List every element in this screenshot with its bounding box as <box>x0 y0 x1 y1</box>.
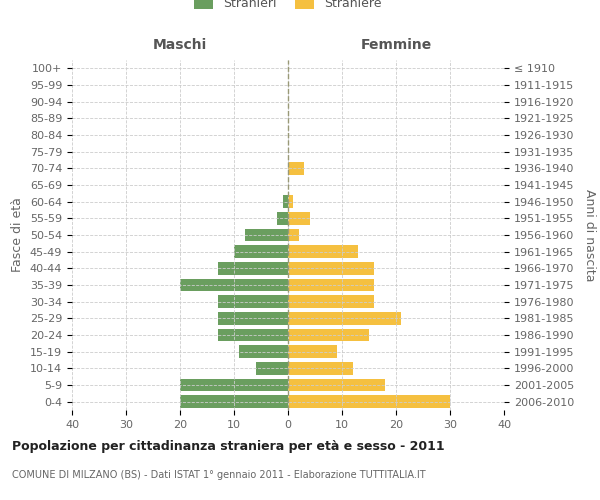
Bar <box>218 296 288 308</box>
Bar <box>288 312 401 324</box>
Bar <box>288 262 374 274</box>
Bar <box>218 312 288 324</box>
Bar <box>288 362 353 374</box>
Bar <box>218 329 288 341</box>
Text: Popolazione per cittadinanza straniera per età e sesso - 2011: Popolazione per cittadinanza straniera p… <box>12 440 445 453</box>
Bar <box>288 162 304 174</box>
Bar <box>288 279 374 291</box>
Bar <box>234 246 288 258</box>
Text: Maschi: Maschi <box>153 38 207 52</box>
Bar <box>288 296 374 308</box>
Legend: Stranieri, Straniere: Stranieri, Straniere <box>190 0 386 16</box>
Y-axis label: Anni di nascita: Anni di nascita <box>583 188 596 281</box>
Bar <box>180 396 288 408</box>
Bar <box>288 379 385 391</box>
Bar <box>288 212 310 224</box>
Bar <box>180 379 288 391</box>
Bar <box>277 212 288 224</box>
Text: Femmine: Femmine <box>361 38 431 52</box>
Bar <box>239 346 288 358</box>
Y-axis label: Fasce di età: Fasce di età <box>11 198 25 272</box>
Bar <box>218 262 288 274</box>
Bar <box>256 362 288 374</box>
Bar <box>245 229 288 241</box>
Text: COMUNE DI MILZANO (BS) - Dati ISTAT 1° gennaio 2011 - Elaborazione TUTTITALIA.IT: COMUNE DI MILZANO (BS) - Dati ISTAT 1° g… <box>12 470 425 480</box>
Bar <box>288 229 299 241</box>
Bar <box>288 329 369 341</box>
Bar <box>288 396 450 408</box>
Bar <box>283 196 288 208</box>
Bar <box>288 346 337 358</box>
Bar <box>288 246 358 258</box>
Bar <box>180 279 288 291</box>
Bar <box>288 196 293 208</box>
